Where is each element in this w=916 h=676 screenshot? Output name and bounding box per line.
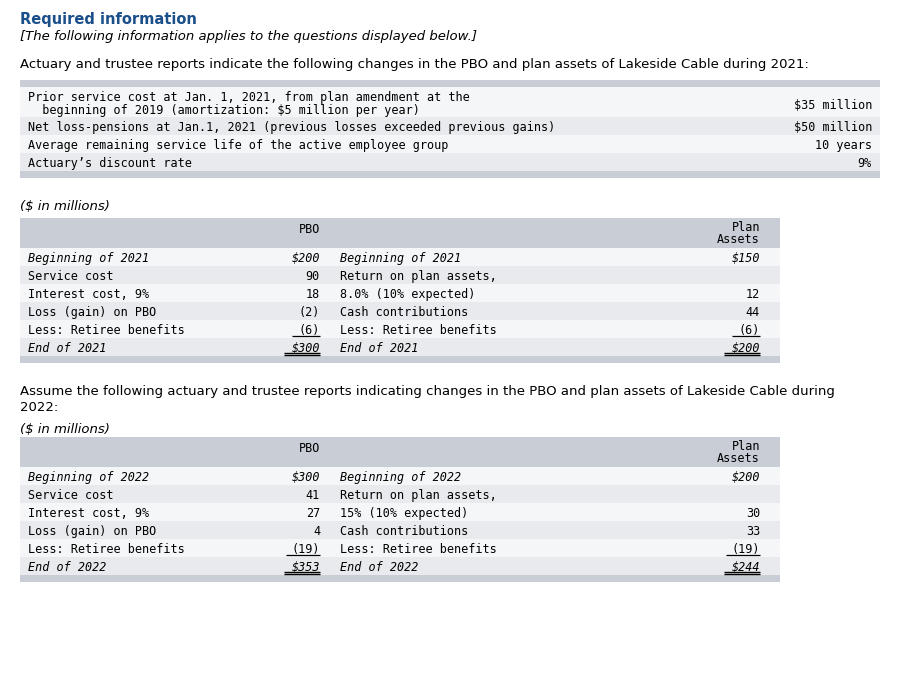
Text: Service cost: Service cost [28, 270, 114, 283]
Text: Plan: Plan [732, 221, 760, 234]
Text: $35 million: $35 million [793, 99, 872, 112]
Text: 18: 18 [306, 288, 320, 301]
Bar [20, 80, 880, 87]
Bar [20, 356, 780, 363]
Text: 2022:: 2022: [20, 401, 59, 414]
Bar [20, 171, 880, 178]
Text: 9%: 9% [857, 157, 872, 170]
Text: PBO: PBO [299, 223, 320, 236]
Text: $200: $200 [291, 252, 320, 265]
Text: 41: 41 [306, 489, 320, 502]
Bar [20, 503, 780, 521]
Text: Return on plan assets,: Return on plan assets, [340, 489, 496, 502]
Bar [20, 87, 880, 117]
Bar [20, 117, 880, 135]
Text: Beginning of 2021: Beginning of 2021 [340, 252, 461, 265]
Bar [20, 302, 780, 320]
Text: 44: 44 [746, 306, 760, 319]
Bar [20, 539, 780, 557]
Bar [20, 153, 880, 171]
Text: 90: 90 [306, 270, 320, 283]
Bar [20, 557, 780, 575]
Text: Net loss-pensions at Jan.1, 2021 (previous losses exceeded previous gains): Net loss-pensions at Jan.1, 2021 (previo… [28, 121, 555, 134]
Bar [20, 284, 780, 302]
Text: (19): (19) [732, 543, 760, 556]
Text: End of 2022: End of 2022 [28, 561, 106, 574]
Text: Plan: Plan [732, 440, 760, 453]
Text: Cash contributions: Cash contributions [340, 525, 468, 538]
Text: Prior service cost at Jan. 1, 2021, from plan amendment at the: Prior service cost at Jan. 1, 2021, from… [28, 91, 470, 104]
Text: Actuary and trustee reports indicate the following changes in the PBO and plan a: Actuary and trustee reports indicate the… [20, 58, 809, 71]
Text: Return on plan assets,: Return on plan assets, [340, 270, 496, 283]
Text: ($ in millions): ($ in millions) [20, 200, 110, 213]
Text: $353: $353 [291, 561, 320, 574]
Text: $300: $300 [291, 471, 320, 484]
Text: (19): (19) [291, 543, 320, 556]
Text: End of 2021: End of 2021 [28, 342, 106, 355]
Text: Interest cost, 9%: Interest cost, 9% [28, 507, 149, 520]
Text: Loss (gain) on PBO: Loss (gain) on PBO [28, 525, 157, 538]
Text: End of 2022: End of 2022 [340, 561, 419, 574]
Text: $300: $300 [291, 342, 320, 355]
Bar [20, 521, 780, 539]
Text: Average remaining service life of the active employee group: Average remaining service life of the ac… [28, 139, 448, 152]
Text: 27: 27 [306, 507, 320, 520]
Text: Assume the following actuary and trustee reports indicating changes in the PBO a: Assume the following actuary and trustee… [20, 385, 834, 398]
Bar [20, 437, 780, 467]
Bar [20, 575, 780, 582]
Text: 8.0% (10% expected): 8.0% (10% expected) [340, 288, 475, 301]
Bar [20, 338, 780, 356]
Text: 15% (10% expected): 15% (10% expected) [340, 507, 468, 520]
Text: 12: 12 [746, 288, 760, 301]
Text: $244: $244 [732, 561, 760, 574]
Bar [20, 135, 880, 153]
Text: 30: 30 [746, 507, 760, 520]
Text: $200: $200 [732, 342, 760, 355]
Text: PBO: PBO [299, 442, 320, 455]
Text: Beginning of 2022: Beginning of 2022 [28, 471, 149, 484]
Bar [20, 266, 780, 284]
Text: Less: Retiree benefits: Less: Retiree benefits [340, 543, 496, 556]
Text: (6): (6) [738, 324, 760, 337]
Bar [20, 485, 780, 503]
Text: Interest cost, 9%: Interest cost, 9% [28, 288, 149, 301]
Text: Loss (gain) on PBO: Loss (gain) on PBO [28, 306, 157, 319]
Text: Required information: Required information [20, 12, 197, 27]
Text: Less: Retiree benefits: Less: Retiree benefits [28, 543, 185, 556]
Text: 4: 4 [313, 525, 320, 538]
Text: Beginning of 2021: Beginning of 2021 [28, 252, 149, 265]
Text: Assets: Assets [717, 452, 760, 465]
Text: Assets: Assets [717, 233, 760, 246]
Text: Service cost: Service cost [28, 489, 114, 502]
Text: (6): (6) [299, 324, 320, 337]
Text: Less: Retiree benefits: Less: Retiree benefits [28, 324, 185, 337]
Text: $50 million: $50 million [793, 121, 872, 134]
Bar [20, 467, 780, 485]
Text: [The following information applies to the questions displayed below.]: [The following information applies to th… [20, 30, 477, 43]
Text: 33: 33 [746, 525, 760, 538]
Text: Less: Retiree benefits: Less: Retiree benefits [340, 324, 496, 337]
Text: Beginning of 2022: Beginning of 2022 [340, 471, 461, 484]
Text: $150: $150 [732, 252, 760, 265]
Text: 10 years: 10 years [815, 139, 872, 152]
Text: (2): (2) [299, 306, 320, 319]
Text: Cash contributions: Cash contributions [340, 306, 468, 319]
Text: End of 2021: End of 2021 [340, 342, 419, 355]
Text: beginning of 2019 (amortization: $5 million per year): beginning of 2019 (amortization: $5 mill… [28, 104, 420, 117]
Text: ($ in millions): ($ in millions) [20, 423, 110, 436]
Text: Actuary’s discount rate: Actuary’s discount rate [28, 157, 191, 170]
Text: $200: $200 [732, 471, 760, 484]
Bar [20, 248, 780, 266]
Bar [20, 320, 780, 338]
Bar [20, 218, 780, 248]
